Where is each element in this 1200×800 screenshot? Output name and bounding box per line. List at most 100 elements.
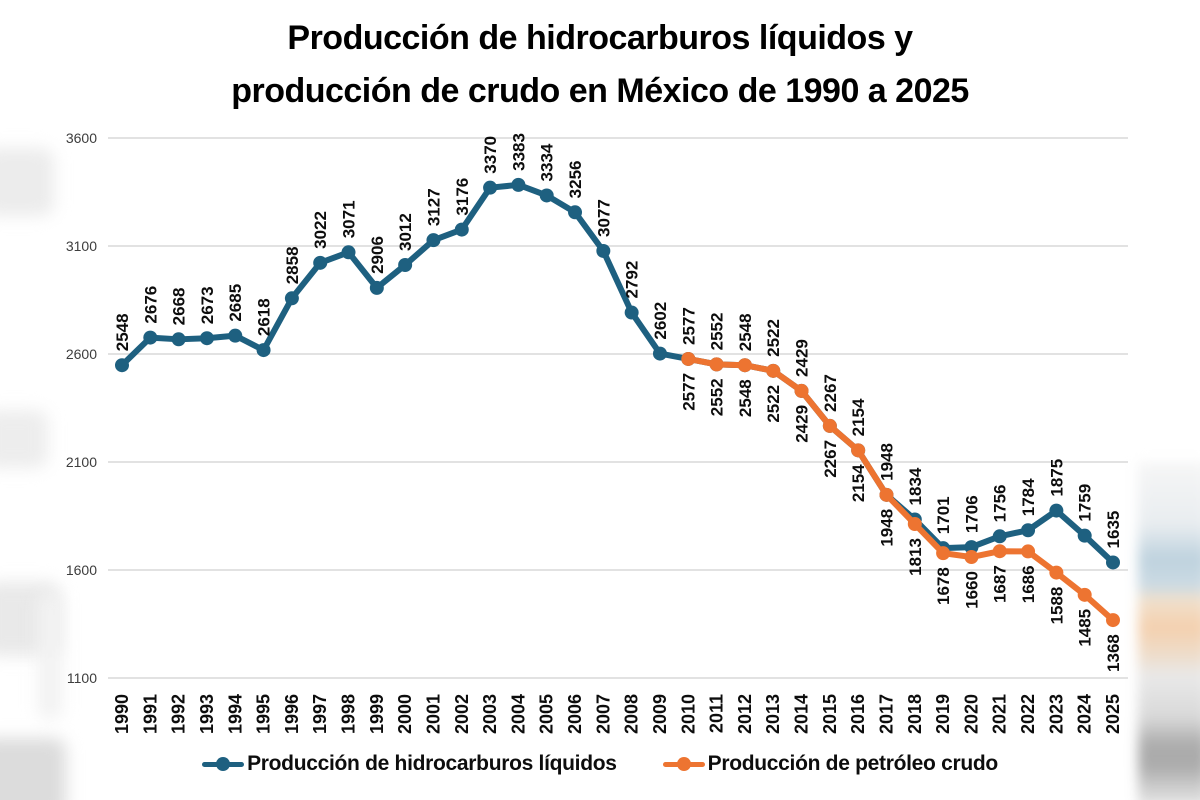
data-point xyxy=(794,383,809,398)
x-tick-label: 2025 xyxy=(1103,694,1123,734)
data-point-label: 2154 xyxy=(849,398,868,436)
data-point xyxy=(992,544,1007,559)
data-point-label: 1368 xyxy=(1104,634,1123,672)
legend-line-dot-marker-blue xyxy=(202,756,245,772)
y-tick-label: 2100 xyxy=(66,454,97,470)
x-tick-label: 1994 xyxy=(225,694,245,734)
data-point-label: 3127 xyxy=(424,188,443,226)
data-point xyxy=(596,243,611,258)
data-point xyxy=(199,331,214,346)
legend-label: Producción de petróleo crudo xyxy=(707,752,999,775)
x-tick-label: 1996 xyxy=(282,694,302,734)
x-tick-label: 1990 xyxy=(112,694,132,734)
data-point xyxy=(539,188,554,203)
data-point-label: 2548 xyxy=(736,379,755,417)
data-point xyxy=(511,177,526,192)
data-point-label: 2522 xyxy=(764,385,783,423)
background-blur-left-2 xyxy=(0,410,48,468)
data-point xyxy=(115,358,129,373)
series-line-1 xyxy=(685,355,1116,624)
data-point xyxy=(256,343,271,358)
data-point xyxy=(369,280,384,295)
data-point xyxy=(454,222,469,237)
data-point-label: 1485 xyxy=(1076,609,1095,647)
x-tick-label: 1997 xyxy=(310,694,330,734)
data-point-label: 3022 xyxy=(311,211,330,249)
legend-item-hidrocarburos-liquidos: Producción de hidrocarburos líquidos xyxy=(202,752,617,776)
data-point xyxy=(822,418,837,433)
x-tick-label: 1991 xyxy=(140,694,160,734)
data-point-label: 1948 xyxy=(877,509,896,547)
x-tick-label: 2008 xyxy=(622,694,642,734)
data-point xyxy=(851,443,866,458)
legend-item-petroleo-crudo: Producción de petróleo crudo xyxy=(662,752,999,776)
data-point-label: 2668 xyxy=(170,287,189,325)
data-point-label: 3256 xyxy=(566,160,585,198)
data-point-label: 3077 xyxy=(594,199,613,237)
data-point xyxy=(907,516,922,531)
data-point-label: 2267 xyxy=(821,440,840,478)
data-point xyxy=(624,305,639,320)
data-point-label: 2618 xyxy=(255,298,274,336)
data-point xyxy=(1049,503,1064,518)
data-point xyxy=(737,358,752,373)
data-point xyxy=(1106,613,1120,628)
x-tick-label: 2010 xyxy=(678,694,698,734)
data-point xyxy=(652,346,667,361)
x-tick-label: 2020 xyxy=(961,694,981,734)
y-tick-label: 3100 xyxy=(66,238,97,254)
data-point xyxy=(992,529,1007,544)
x-tick-label: 1995 xyxy=(254,694,274,734)
data-point xyxy=(313,255,328,270)
data-point-label: 2577 xyxy=(679,373,698,411)
data-point-label: 2429 xyxy=(793,339,812,377)
data-point xyxy=(171,332,186,347)
data-point-label: 1588 xyxy=(1047,587,1066,625)
y-tick-label: 1100 xyxy=(67,670,97,686)
legend: Producción de hidrocarburos líquidos Pro… xyxy=(0,752,1200,776)
x-tick-label: 2006 xyxy=(565,694,585,734)
data-point-label: 2267 xyxy=(821,374,840,412)
data-point-label: 1784 xyxy=(1019,478,1038,516)
data-point-label: 2552 xyxy=(708,313,727,351)
data-point xyxy=(1077,587,1092,602)
data-point-label: 2552 xyxy=(708,378,727,416)
data-point xyxy=(964,540,979,555)
x-tick-label: 2003 xyxy=(480,694,500,734)
x-tick-label: 2013 xyxy=(763,694,783,734)
data-point-label: 2676 xyxy=(141,286,160,324)
data-point-label: 2673 xyxy=(198,286,217,324)
data-point-label: 1660 xyxy=(962,571,981,609)
legend-label: Producción de hidrocarburos líquidos xyxy=(247,752,617,775)
x-tick-label: 2011 xyxy=(707,694,727,733)
data-point-label: 2685 xyxy=(226,284,245,322)
data-point xyxy=(1077,528,1092,543)
data-point xyxy=(228,328,243,343)
chart-title: Producción de hidrocarburos líquidos y p… xyxy=(0,12,1200,118)
data-point-label: 1701 xyxy=(934,496,953,534)
data-point xyxy=(1021,523,1036,538)
data-point-label: 1678 xyxy=(934,567,953,605)
data-point-label: 2429 xyxy=(793,405,812,443)
y-tick-label: 3600 xyxy=(66,130,97,146)
data-point xyxy=(1106,555,1120,570)
data-point xyxy=(766,363,781,378)
data-point xyxy=(681,351,696,366)
data-point-label: 3334 xyxy=(538,143,557,181)
data-point-label: 1813 xyxy=(906,538,925,576)
data-point xyxy=(483,180,498,195)
data-point-label: 2906 xyxy=(368,236,387,274)
x-tick-label: 2017 xyxy=(876,694,896,734)
x-tick-label: 2014 xyxy=(792,694,812,734)
data-point-label: 2154 xyxy=(849,464,868,502)
data-point xyxy=(143,330,158,345)
x-tick-label: 2002 xyxy=(452,694,472,734)
chart-title-line1: Producción de hidrocarburos líquidos y xyxy=(287,19,913,57)
y-tick-label: 1600 xyxy=(66,562,97,578)
data-point-label: 1875 xyxy=(1047,459,1066,497)
x-tick-label: 2012 xyxy=(735,694,755,734)
x-tick-label: 2016 xyxy=(848,694,868,734)
data-point-label: 2577 xyxy=(679,307,698,345)
